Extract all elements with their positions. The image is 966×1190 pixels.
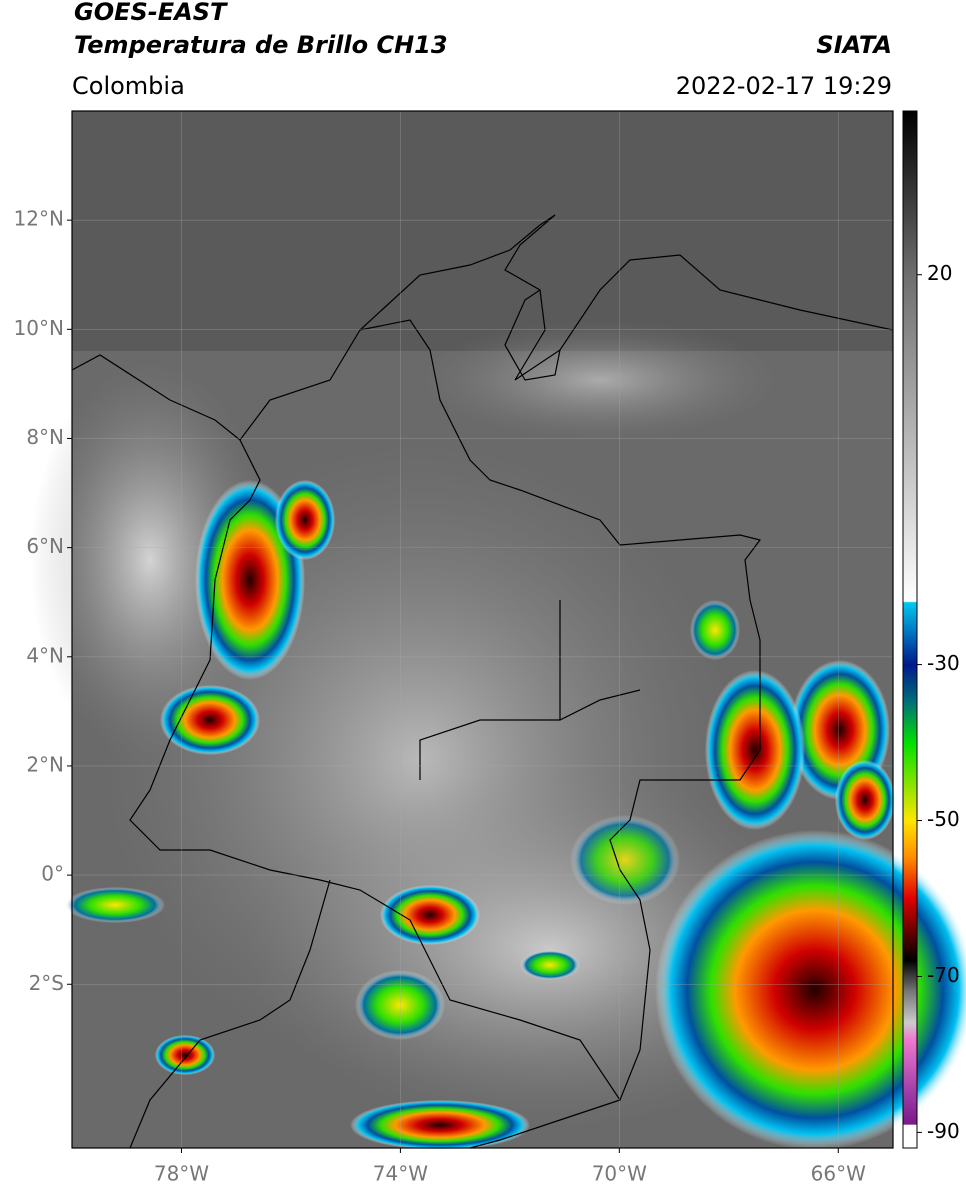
x-tick-label: 66°W [811,1162,866,1186]
colorbar-tick-label: -70 [927,963,960,987]
storm [160,685,260,755]
map [30,110,966,1150]
x-tick-label: 70°W [592,1162,647,1186]
colorbar-tick-label: -50 [927,807,960,831]
storm [350,1100,530,1150]
y-tick-label: 6°N [26,534,64,558]
storm [570,815,680,905]
sea-area [72,111,893,351]
storm [705,670,805,830]
storm [380,885,480,945]
border [129,879,331,1149]
y-tick-label: 0° [41,862,64,886]
state-border [419,600,641,780]
x-tick-label: 74°W [373,1162,428,1186]
storm [155,1035,215,1075]
y-tick-label: 12°N [14,207,64,231]
storm [65,887,165,923]
y-tick-label: 2°S [29,971,64,995]
storm [275,480,335,560]
border [469,1099,621,1149]
storm [655,830,966,1150]
y-tick-label: 8°N [26,425,64,449]
storm [520,950,580,980]
colorbar [902,110,918,1149]
colombia-border [129,319,762,1102]
map-frame [71,110,894,1149]
x-tick-label: 78°W [154,1162,209,1186]
coastline [71,214,894,441]
y-tick-label: 2°N [26,752,64,776]
colorbar-tick-label: 20 [927,261,952,285]
colorbar-tick-label: -90 [927,1119,960,1143]
storm [690,600,740,660]
region: Colombia [72,72,185,100]
title-line2: Temperatura de Brillo CH13 [74,31,448,59]
colorbar-tick-label: -30 [927,651,960,675]
cloud [420,320,780,440]
datetime: 2022-02-17 19:29 [676,72,892,100]
storm [355,970,445,1040]
y-tick-label: 10°N [14,316,64,340]
source: SIATA [816,31,892,59]
coastline [504,289,561,381]
storm [835,760,895,840]
title-line1: GOES-EAST [74,0,228,26]
y-tick-label: 4°N [26,643,64,667]
